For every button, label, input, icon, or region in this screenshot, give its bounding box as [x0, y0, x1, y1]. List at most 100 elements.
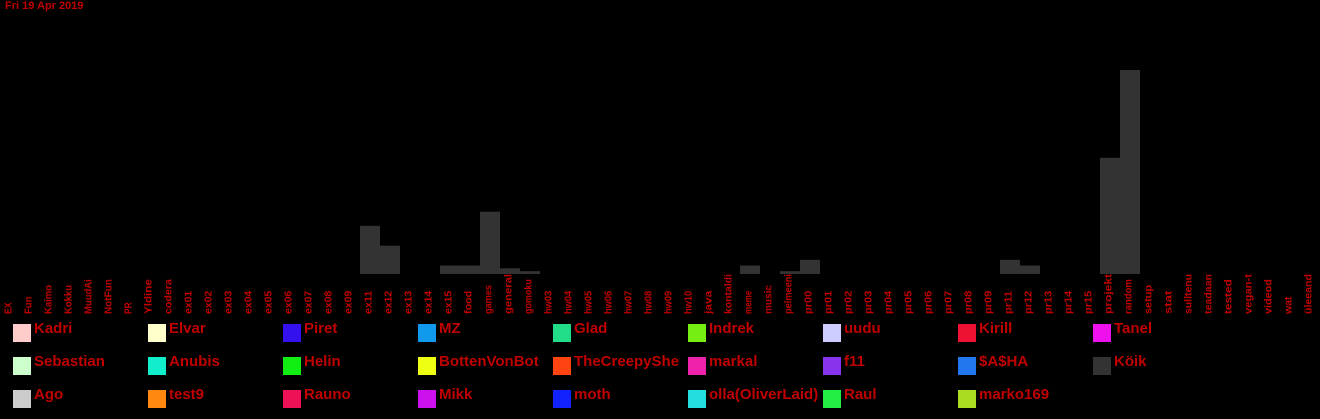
legend-swatch	[148, 324, 166, 342]
x-tick-labels: EX Fun Kaimo Kokku MuudAi NotFun PR Yldine coder…	[4, 273, 1315, 315]
x-tick-label: NotFun	[104, 279, 115, 314]
legend-swatch	[418, 357, 436, 375]
x-tick-label: games	[484, 285, 495, 314]
x-tick-label: pr09	[984, 290, 995, 314]
x-tick-label: pr08	[964, 290, 975, 314]
x-tick-label: PR	[124, 302, 135, 314]
bar-chart: EX Fun Kaimo Kokku MuudAi NotFun PR Yldine coder…	[4, 70, 1315, 315]
legend-swatch	[283, 390, 301, 408]
legend-label: Kirill	[979, 320, 1013, 337]
legend-label: MZ	[439, 320, 461, 337]
x-tick-label: ex07	[304, 290, 315, 314]
x-tick-label: EX	[4, 302, 15, 314]
legend-swatch	[958, 357, 976, 375]
x-tick-label: pr14	[1064, 290, 1075, 314]
x-tick-label: general	[504, 274, 515, 314]
legend-label: uudu	[844, 320, 881, 337]
x-tick-label: pr06	[924, 290, 935, 314]
x-tick-label: ex02	[204, 290, 215, 314]
legend-swatch	[958, 390, 976, 408]
legend-label: markal	[709, 353, 758, 370]
x-tick-label: codera	[164, 279, 175, 314]
legend-label: Köik	[1114, 353, 1147, 370]
x-tick-label: üleeand	[1304, 274, 1315, 314]
legend-swatch	[823, 390, 841, 408]
bar-pr11	[1000, 259, 1020, 274]
x-tick-label: ex08	[324, 290, 335, 314]
bar-random	[1120, 70, 1140, 274]
bar-gomoku	[520, 271, 540, 274]
x-tick-label: ex06	[284, 290, 295, 314]
legend-swatch	[13, 390, 31, 408]
legend-swatch	[148, 390, 166, 408]
legend-label: moth	[574, 386, 611, 403]
x-tick-label: gomoku	[524, 279, 535, 314]
bar-projekt	[1100, 157, 1120, 274]
x-tick-label: pr02	[844, 290, 855, 314]
x-tick-label: pr07	[944, 290, 955, 314]
x-tick-label: Kaimo	[44, 285, 55, 314]
x-tick-label: hw06	[604, 290, 615, 314]
bar-games	[480, 211, 500, 274]
legend-label: f11	[844, 353, 865, 370]
bar-general	[500, 268, 520, 274]
x-tick-label: hw05	[584, 290, 595, 314]
legend-swatch	[823, 324, 841, 342]
x-tick-label: stat	[1164, 290, 1175, 314]
x-tick-label: kontaldi	[724, 274, 735, 314]
legend-swatch	[418, 390, 436, 408]
bar-food	[460, 265, 480, 274]
legend-label: Raul	[844, 386, 877, 403]
legend-swatch	[1093, 324, 1111, 342]
bar-ex15	[440, 265, 460, 274]
x-tick-label: MuudAi	[84, 279, 95, 314]
x-tick-label: music	[764, 285, 775, 314]
legend-swatch	[553, 357, 571, 375]
x-tick-label: teadaan	[1204, 274, 1215, 314]
x-tick-label: ex01	[184, 290, 195, 314]
x-tick-label: pr13	[1044, 290, 1055, 314]
legend-swatch	[1093, 357, 1111, 375]
x-tick-label: hw09	[664, 290, 675, 314]
legend-label: Ago	[34, 386, 64, 403]
x-tick-label: ex09	[344, 290, 355, 314]
legend-swatch	[553, 324, 571, 342]
x-tick-label: pr00	[804, 290, 815, 314]
legend-label: Mikk	[439, 386, 473, 403]
legend-label: BottenVonBot	[439, 353, 539, 370]
legend-label: Glad	[574, 320, 608, 337]
legend-swatch	[13, 357, 31, 375]
x-tick-label: Fun	[24, 297, 35, 314]
legend-swatch	[958, 324, 976, 342]
legend-swatch	[688, 357, 706, 375]
bar-pelmeeni	[780, 271, 800, 274]
x-tick-label: Kokku	[64, 285, 75, 314]
bars-layer	[360, 70, 1140, 274]
x-tick-label: hw10	[684, 290, 695, 314]
x-tick-label: pr12	[1024, 290, 1035, 314]
legend-label: Sebastian	[34, 353, 105, 370]
bar-meme	[740, 265, 760, 274]
x-tick-label: random	[1124, 279, 1135, 314]
legend-label: Piret	[304, 320, 338, 337]
x-tick-label: pr15	[1084, 290, 1095, 314]
x-tick-label: tested	[1224, 279, 1235, 314]
legend-label: Indrek	[709, 320, 755, 337]
x-tick-label: pr04	[884, 290, 895, 314]
x-tick-label: Yldine	[144, 279, 155, 314]
legend-swatch	[148, 357, 166, 375]
legend-label: Kadri	[34, 320, 73, 337]
legend-label: marko169	[979, 386, 1050, 403]
x-tick-label: pelmeeni	[784, 274, 795, 314]
date-label: Fri 19 Apr 2019	[5, 0, 84, 12]
x-tick-label: ex11	[364, 290, 375, 314]
x-tick-label: ex04	[244, 290, 255, 314]
bar-pr12	[1020, 265, 1040, 274]
x-tick-label: meme	[744, 290, 755, 314]
x-tick-label: hw08	[644, 290, 655, 314]
legend-swatch	[688, 390, 706, 408]
x-tick-label: pr01	[824, 290, 835, 314]
x-tick-label: vegan-t	[1244, 273, 1255, 314]
legend-swatch	[688, 324, 706, 342]
